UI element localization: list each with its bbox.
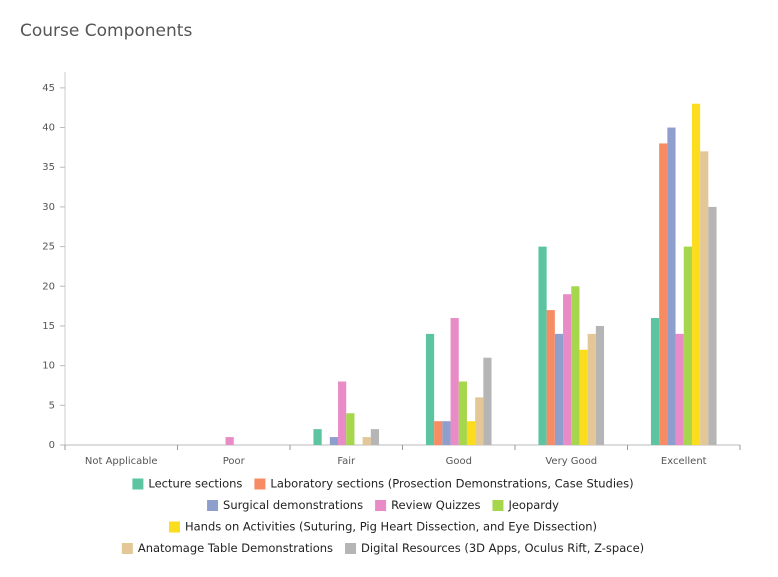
x-tick-label: Poor	[223, 456, 246, 467]
bar	[563, 294, 572, 445]
bar	[554, 333, 564, 445]
bar	[313, 429, 322, 445]
legend-swatch	[132, 478, 144, 490]
y-tick-label: 30	[42, 202, 55, 213]
bar	[667, 127, 676, 445]
bar	[708, 206, 717, 445]
bar	[538, 246, 547, 445]
bar	[659, 143, 668, 445]
bar	[475, 397, 484, 445]
bar	[691, 103, 701, 445]
legend-swatch	[207, 500, 219, 511]
bar	[225, 437, 234, 445]
bar	[675, 333, 684, 445]
x-tick-label: Good	[446, 456, 472, 467]
legend-swatch	[492, 500, 504, 511]
x-tick-label: Excellent	[661, 456, 707, 467]
y-tick-label: 0	[49, 440, 55, 451]
legend-swatch	[168, 521, 180, 533]
legend-label: Laboratory sections (Prosection Demonstr…	[270, 477, 633, 491]
chart-title: Course Components	[20, 21, 192, 41]
bar	[425, 333, 435, 445]
y-tick-label: 45	[42, 83, 55, 94]
bar	[458, 381, 467, 445]
bar	[587, 333, 596, 445]
legend-swatch	[345, 543, 357, 554]
legend-label: Review Quizzes	[391, 498, 480, 512]
y-tick-label: 5	[49, 400, 55, 411]
x-tick-label: Very Good	[545, 456, 597, 467]
bar	[434, 421, 443, 445]
bar	[483, 357, 492, 445]
x-tick-label: Not Applicable	[85, 456, 158, 467]
bar	[546, 310, 555, 445]
legend-swatch	[375, 500, 387, 511]
y-tick-label: 25	[42, 242, 55, 253]
legend-label: Hands on Activities (Suturing, Pig Heart…	[185, 520, 597, 534]
y-tick-label: 20	[42, 281, 55, 292]
bar	[571, 286, 580, 445]
bar	[579, 349, 588, 445]
legend-label: Lecture sections	[148, 477, 242, 491]
x-tick-label: Fair	[337, 456, 356, 467]
bar	[362, 437, 371, 445]
bar	[466, 421, 476, 445]
y-tick-label: 15	[42, 321, 55, 332]
legend-label: Jeopardy	[507, 498, 559, 512]
legend-swatch	[121, 543, 133, 554]
legend-label: Surgical demonstrations	[223, 498, 363, 512]
bar	[329, 437, 339, 445]
y-tick-label: 10	[42, 361, 55, 372]
bar	[338, 381, 347, 445]
bar	[595, 325, 605, 445]
bar	[683, 246, 692, 445]
bar	[346, 413, 355, 445]
legend-label: Digital Resources (3D Apps, Oculus Rift,…	[361, 541, 644, 555]
y-tick-label: 35	[42, 162, 55, 173]
y-tick-label: 40	[42, 123, 55, 134]
bar	[450, 318, 459, 445]
legend-label: Anatomage Table Demonstrations	[138, 541, 333, 555]
bar	[442, 421, 451, 445]
bar	[700, 151, 709, 446]
bar	[370, 429, 380, 445]
legend-swatch	[254, 478, 266, 490]
bar	[650, 318, 660, 445]
